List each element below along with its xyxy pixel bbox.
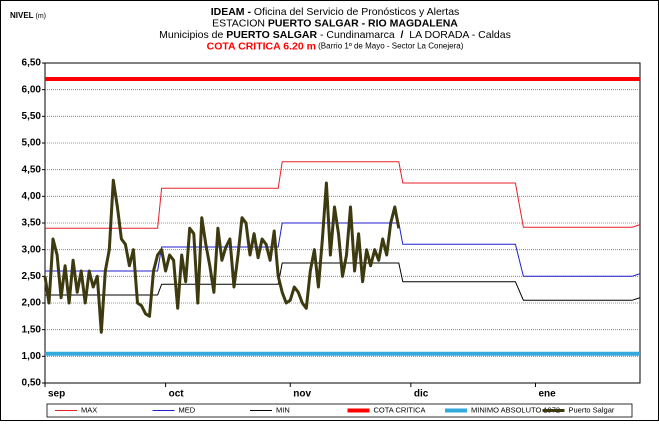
y-tick-label: 6,50 [22, 58, 42, 69]
y-label-segment: (m) [34, 13, 46, 20]
title-line: COTA CRITICA 6.20 m (Barrio 1º de Mayo -… [207, 40, 464, 52]
title-line: Municipios de PUERTO SALGAR - Cundinamar… [159, 29, 511, 41]
x-tick-label: oct [169, 389, 185, 400]
x-tick-label: ene [538, 389, 556, 400]
y-tick-label: 4,00 [22, 191, 42, 202]
legend-label: MAX [81, 405, 97, 414]
title-segment: PUERTO SALGAR - RIO MAGDALENA [268, 17, 458, 29]
y-tick-label: 5,00 [22, 138, 42, 149]
title-line: IDEAM - Oficina del Servicio de Pronósti… [211, 6, 460, 18]
y-tick-label: 1,00 [22, 351, 42, 362]
title-segment: Oficina del Servicio de Pronósticos y Al… [251, 6, 459, 18]
y-tick-label: 2,50 [22, 271, 42, 282]
y-tick-label: 6,00 [22, 84, 42, 95]
y-tick-label: 3,50 [22, 218, 42, 229]
title-segment: - Cundinamarca [317, 29, 398, 41]
series-line [43, 178, 401, 334]
legend-label: MED [179, 405, 196, 414]
y-tick-label: 2,00 [22, 298, 42, 309]
y-tick-label: 0,50 [22, 378, 42, 389]
y-tick-label: 3,00 [22, 244, 42, 255]
legend-label: COTA CRITICA [374, 405, 426, 414]
title-segment: LA DORADA - Caldas [406, 29, 510, 41]
series-line [45, 161, 641, 229]
y-tick-label: 4,50 [22, 164, 42, 175]
x-tick-label: sep [48, 389, 65, 400]
title-segment: (Barrio 1º de Mayo - Sector La Conejera) [316, 42, 464, 51]
x-tick-label: dic [414, 389, 429, 400]
title-segment: IDEAM - [211, 6, 252, 18]
title-segment: / [398, 29, 407, 41]
y-axis-label: NIVEL (m) [10, 11, 46, 20]
y-tick-label: 5,50 [22, 111, 42, 122]
title-segment: COTA CRITICA 6.20 m [207, 40, 316, 52]
title-segment: PUERTO SALGAR [226, 29, 317, 41]
legend-label: MINIMO ABSOLUTO 1972 [471, 405, 560, 414]
legend-label: Puerto Salgar [569, 405, 615, 414]
legend-box [46, 403, 633, 418]
x-tick-label: nov [293, 389, 311, 400]
title-segment: Municipios de [159, 29, 226, 41]
y-tick-label: 1,50 [22, 324, 42, 335]
series-line [45, 262, 641, 301]
legend-label: MIN [276, 405, 290, 414]
title-segment: ESTACION [212, 17, 268, 29]
y-label-segment: NIVEL [10, 11, 34, 20]
title-line: ESTACION PUERTO SALGAR - RIO MAGDALENA [212, 17, 458, 29]
